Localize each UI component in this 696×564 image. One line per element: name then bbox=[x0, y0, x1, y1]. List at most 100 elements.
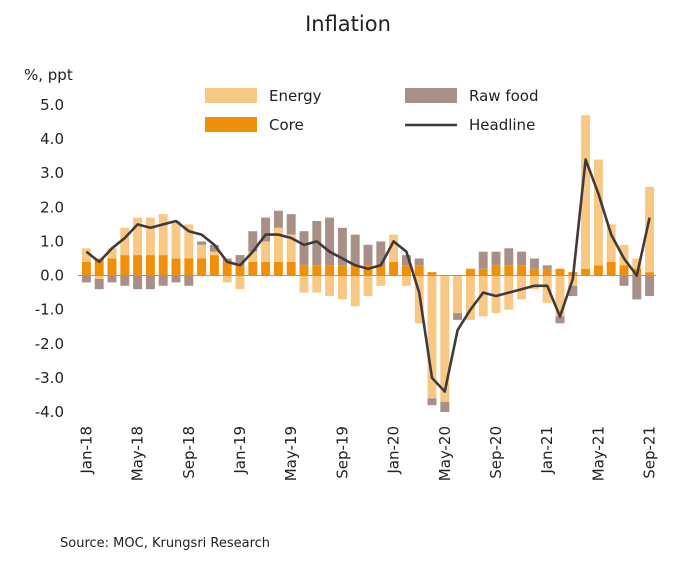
bar-raw-food bbox=[312, 220, 322, 266]
bar-core bbox=[94, 258, 104, 276]
bar-raw-food bbox=[478, 251, 488, 269]
y-tick-label: -2.0 bbox=[35, 335, 64, 353]
bar-energy bbox=[133, 217, 143, 256]
bar-core bbox=[145, 255, 155, 276]
bar-raw-food bbox=[401, 255, 411, 266]
bar-core bbox=[619, 265, 629, 276]
headline-line-series bbox=[85, 158, 651, 393]
bar-raw-food bbox=[209, 244, 219, 252]
bar-raw-food bbox=[517, 251, 527, 266]
bar-core bbox=[248, 261, 258, 276]
bar-energy bbox=[209, 251, 219, 256]
bar-raw-food bbox=[491, 251, 501, 266]
x-tick-label: May-19 bbox=[282, 426, 300, 481]
bar-core bbox=[286, 261, 296, 276]
bar-core bbox=[171, 258, 181, 276]
bar-raw-food bbox=[542, 265, 552, 269]
bar-core bbox=[389, 261, 399, 276]
bar-energy bbox=[440, 275, 450, 402]
bar-energy bbox=[581, 115, 591, 269]
bar-energy bbox=[94, 275, 104, 279]
x-tick-label: May-18 bbox=[129, 426, 147, 481]
bar-energy bbox=[337, 275, 347, 300]
legend-swatch-raw-food bbox=[405, 88, 457, 103]
bar-raw-food bbox=[529, 258, 539, 269]
bar-core bbox=[325, 265, 335, 276]
bar-core bbox=[363, 265, 373, 276]
bar-raw-food bbox=[171, 275, 181, 283]
bar-energy bbox=[184, 224, 194, 259]
bar-raw-food bbox=[235, 255, 245, 266]
bar-energy bbox=[273, 227, 283, 262]
bar-core bbox=[81, 261, 91, 276]
x-tick-label: Jan-21 bbox=[538, 426, 556, 475]
y-tick-label: 5.0 bbox=[40, 96, 64, 114]
bar-energy bbox=[286, 234, 296, 262]
bar-raw-food bbox=[440, 401, 450, 412]
legend-label-energy: Energy bbox=[269, 87, 322, 105]
legend: Core Energy Raw food Headline bbox=[205, 87, 538, 134]
bar-core bbox=[133, 255, 143, 276]
bar-energy bbox=[261, 241, 271, 262]
bar-raw-food bbox=[197, 241, 207, 245]
bar-raw-food bbox=[414, 258, 424, 266]
bar-energy bbox=[107, 248, 117, 259]
legend-label-headline: Headline bbox=[469, 116, 535, 134]
bar-raw-food bbox=[248, 231, 258, 252]
bar-energy bbox=[555, 275, 565, 317]
bar-energy bbox=[465, 275, 475, 320]
bar-energy bbox=[593, 159, 603, 266]
bar-energy bbox=[619, 244, 629, 266]
bar-raw-food bbox=[427, 398, 437, 406]
y-tick-label: 3.0 bbox=[40, 164, 64, 182]
bar-raw-food bbox=[363, 244, 373, 266]
bar-energy bbox=[606, 224, 616, 262]
y-tick-label: 0.0 bbox=[40, 267, 64, 285]
bar-raw-food bbox=[261, 217, 271, 242]
y-tick-label: -3.0 bbox=[35, 369, 64, 387]
bar-raw-food bbox=[145, 275, 155, 290]
bar-energy bbox=[645, 186, 655, 273]
bar-energy bbox=[478, 275, 488, 317]
bar-raw-food bbox=[325, 217, 335, 266]
bar-raw-food bbox=[299, 231, 309, 266]
bar-raw-food bbox=[645, 275, 655, 297]
x-tick-label: Sep-18 bbox=[180, 426, 198, 479]
bar-core bbox=[427, 272, 437, 276]
bar-energy bbox=[171, 220, 181, 259]
bar-core bbox=[222, 261, 232, 276]
bar-energy bbox=[542, 275, 552, 303]
bar-core bbox=[529, 268, 539, 276]
y-tick-label: 1.0 bbox=[40, 232, 64, 250]
bar-energy bbox=[517, 275, 527, 300]
bar-raw-food bbox=[504, 248, 514, 266]
bar-raw-food bbox=[350, 234, 360, 266]
bar-raw-food bbox=[453, 313, 463, 320]
bar-raw-food bbox=[632, 275, 642, 300]
bar-raw-food bbox=[184, 275, 194, 286]
bar-energy bbox=[389, 234, 399, 262]
bar-core bbox=[581, 268, 591, 276]
bar-energy bbox=[632, 258, 642, 269]
bar-energy bbox=[197, 244, 207, 259]
bar-raw-food bbox=[120, 275, 130, 286]
source-note: Source: MOC, Krungsri Research bbox=[60, 536, 271, 551]
bar-core bbox=[376, 265, 386, 276]
y-tick-labels: 5.0 4.0 3.0 2.0 1.0 0.0 -1.0 -2.0 -3.0 -4.0 bbox=[35, 96, 64, 421]
y-tick-label: -1.0 bbox=[35, 301, 64, 319]
x-tick-label: May-20 bbox=[436, 426, 454, 481]
bar-raw-food bbox=[94, 278, 104, 290]
x-tick-label: Sep-21 bbox=[641, 426, 659, 479]
bar-energy bbox=[81, 248, 91, 262]
bar-core bbox=[337, 265, 347, 276]
x-tick-label: Jan-19 bbox=[231, 426, 249, 475]
bar-energy bbox=[401, 275, 411, 286]
bar-core bbox=[606, 261, 616, 276]
bar-core bbox=[491, 265, 501, 276]
bar-core bbox=[261, 261, 271, 276]
bar-energy bbox=[222, 275, 232, 283]
bar-core bbox=[209, 255, 219, 276]
bar-raw-food bbox=[619, 275, 629, 286]
bar-core bbox=[197, 258, 207, 276]
